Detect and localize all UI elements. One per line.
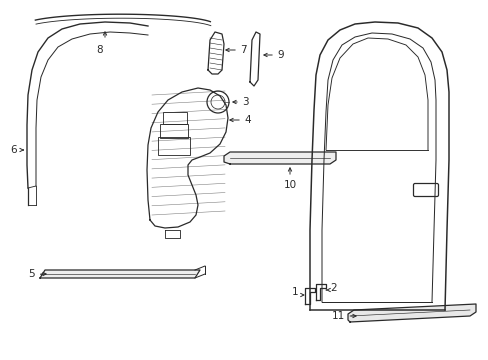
Polygon shape bbox=[224, 152, 335, 164]
Text: 3: 3 bbox=[242, 97, 248, 107]
Text: 10: 10 bbox=[283, 180, 296, 190]
Text: 9: 9 bbox=[276, 50, 283, 60]
Text: 6: 6 bbox=[11, 145, 17, 155]
Text: 1: 1 bbox=[291, 287, 297, 297]
Text: 7: 7 bbox=[240, 45, 246, 55]
Text: 4: 4 bbox=[244, 115, 250, 125]
Polygon shape bbox=[347, 304, 475, 322]
Text: 2: 2 bbox=[329, 283, 336, 293]
Bar bbox=[160, 124, 187, 138]
Text: 11: 11 bbox=[331, 311, 345, 321]
Polygon shape bbox=[40, 270, 200, 278]
Text: 5: 5 bbox=[28, 269, 35, 279]
Text: 8: 8 bbox=[97, 45, 103, 55]
Bar bbox=[158, 137, 190, 155]
Bar bbox=[163, 112, 186, 124]
